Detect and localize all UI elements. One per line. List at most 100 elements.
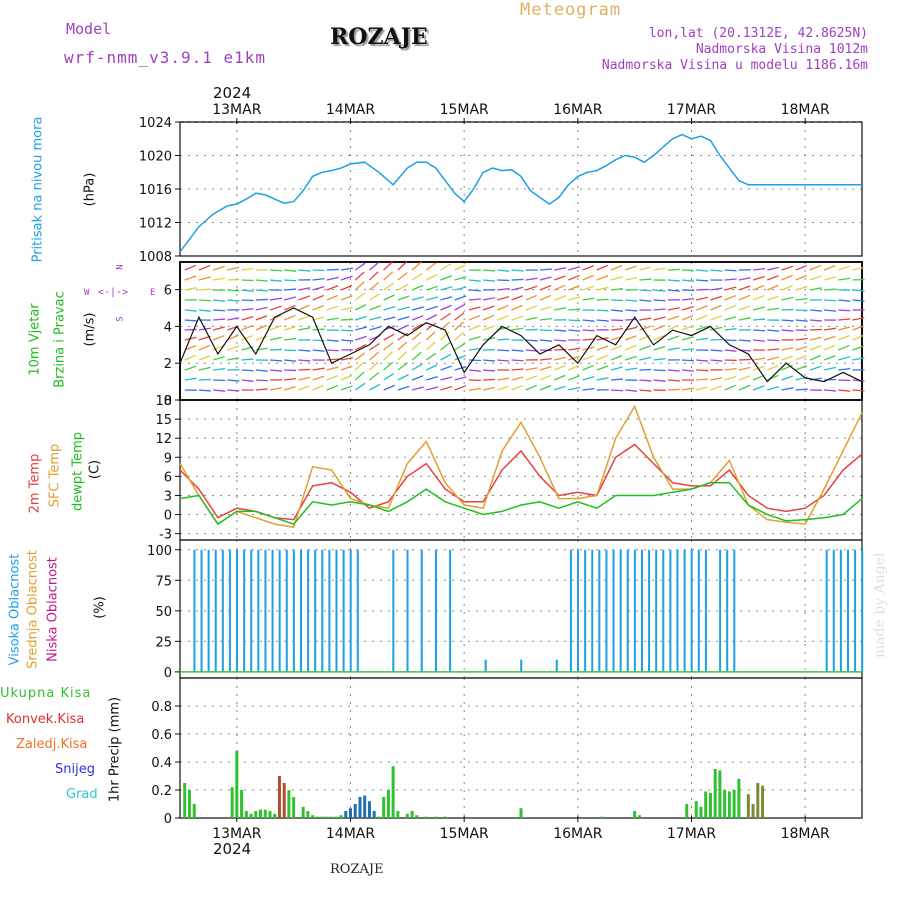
wind-barb: [184, 354, 197, 361]
y-tick-label: 50: [155, 605, 172, 620]
precip-bar: [292, 797, 296, 818]
wind-barb: [710, 385, 722, 391]
precip-bar: [273, 813, 277, 818]
wind-barb: [525, 328, 538, 331]
wind-barb: [468, 279, 481, 282]
wind-barb: [340, 306, 353, 311]
wind-barb: [596, 298, 609, 301]
wind-barb: [539, 339, 552, 342]
wind-barb: [710, 338, 723, 341]
cloud-bar: [484, 659, 487, 672]
wind-barb: [681, 314, 694, 321]
wind-barb: [610, 287, 623, 291]
wind-barb: [795, 345, 808, 351]
wind-barb: [823, 366, 836, 371]
wind-barb: [795, 274, 808, 281]
wind-barb: [539, 374, 552, 381]
wind-barb: [795, 298, 808, 301]
wind-barb: [198, 264, 211, 271]
top-day-label: 16MAR: [553, 102, 602, 118]
wind-barb: [568, 296, 581, 301]
wind-barb: [425, 314, 438, 321]
wind-barb: [582, 329, 595, 332]
wind-barb: [653, 346, 666, 351]
wind-barb: [213, 277, 226, 281]
wind-barb: [227, 345, 239, 351]
wind-barb: [440, 376, 453, 381]
y-tick-label: 6: [164, 470, 172, 485]
cloud-bar: [719, 549, 722, 672]
wind-barb: [667, 315, 680, 321]
wind-barb: [326, 374, 339, 381]
precip-bar: [240, 790, 244, 818]
wind-barb: [639, 368, 652, 371]
wind-barb: [213, 309, 226, 312]
wind-barb: [582, 285, 595, 291]
cloud-bar: [619, 549, 622, 672]
wind-barb: [525, 294, 538, 301]
wind-barb: [596, 286, 609, 291]
top-day-label: 15MAR: [440, 102, 489, 118]
wind-barb: [255, 335, 268, 341]
wind-barb: [624, 344, 637, 351]
wind-barb: [383, 361, 394, 371]
wind-barb: [582, 388, 595, 391]
wind-barb: [255, 388, 268, 391]
cloud-bar: [193, 549, 196, 672]
wind-barb: [468, 314, 481, 321]
wind-barb: [241, 307, 254, 311]
wind-barb: [710, 359, 723, 362]
wind-barb: [724, 384, 736, 391]
cloud-bar: [676, 549, 679, 672]
wind-barb: [454, 376, 467, 381]
precip-bar: [382, 797, 386, 818]
wind-barb: [525, 305, 538, 311]
cloud-bar: [832, 549, 835, 672]
wind-barb: [767, 284, 779, 291]
cloud-bar: [406, 549, 409, 672]
y-tick-label: 12: [155, 432, 172, 447]
precip-bar: [183, 783, 187, 818]
precip-bar: [192, 804, 196, 818]
wind-barb: [213, 318, 226, 321]
wind-barb: [809, 319, 822, 322]
wind-barb: [497, 359, 510, 362]
wind-barb: [596, 345, 609, 351]
panel-frame: [179, 121, 863, 257]
wind-barb: [738, 358, 751, 361]
wind-barb: [468, 387, 481, 391]
wind-barb: [340, 295, 353, 301]
wind-barb: [255, 306, 268, 311]
wind-barb: [326, 268, 339, 271]
wind-barb: [354, 292, 366, 301]
wind-barb: [411, 296, 424, 301]
wind-barb: [354, 382, 366, 391]
wind-barb: [639, 289, 652, 292]
wind-barb: [497, 338, 510, 341]
wind-barb: [667, 289, 680, 292]
wind-barb: [724, 375, 737, 381]
wind-barb: [298, 304, 310, 311]
wind-barb: [483, 269, 496, 272]
wind-barb: [454, 354, 467, 361]
wind-barb: [625, 318, 638, 321]
precip-legend-conv: Konvek.Kisa: [6, 712, 85, 727]
pressure-line: [179, 133, 862, 253]
wind-frame: [179, 261, 863, 401]
wind-barb: [511, 349, 524, 352]
wind-barb: [625, 389, 638, 392]
wind-barb: [639, 299, 652, 302]
wind-barb: [724, 269, 737, 272]
precip-bar: [358, 797, 362, 818]
precip-bar: [410, 811, 414, 818]
wind-barb: [397, 332, 409, 341]
wind-barb: [852, 389, 865, 392]
precip-bar: [230, 787, 234, 818]
wind-barb: [326, 349, 339, 352]
wind-barb: [667, 307, 680, 311]
cloud-bar: [342, 549, 345, 672]
wind-barb: [838, 356, 851, 361]
cloud-bar: [285, 549, 288, 672]
wind-barb: [397, 283, 409, 291]
wind-barb: [852, 334, 864, 341]
